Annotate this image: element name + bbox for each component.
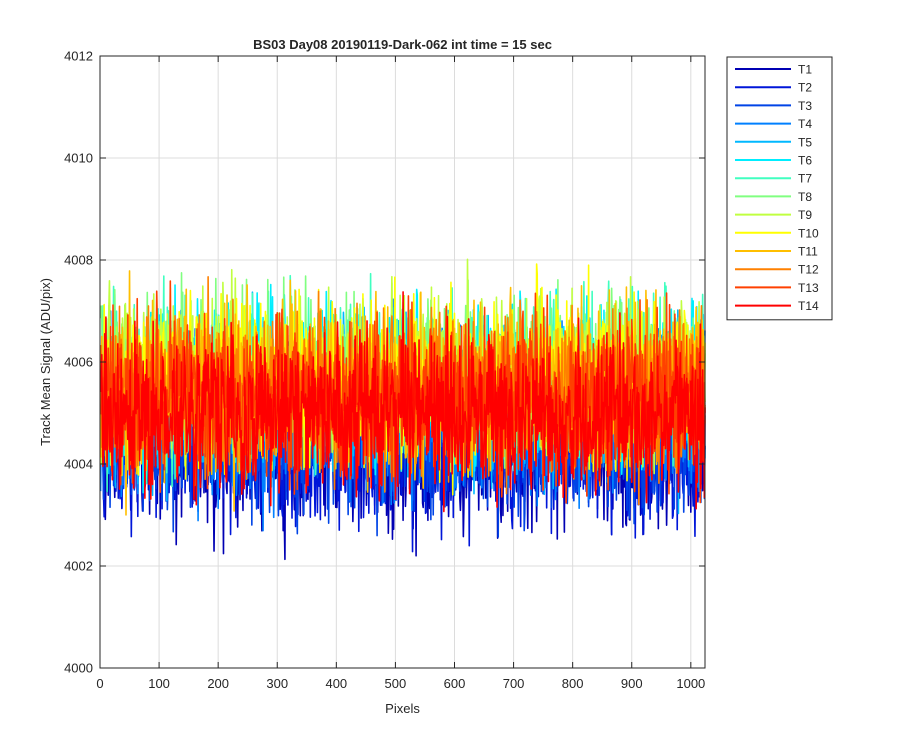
legend-box — [726, 56, 833, 321]
y-tick-label: 4000 — [64, 661, 93, 676]
legend-label-t5: T5 — [798, 135, 812, 149]
x-tick-label: 500 — [385, 676, 407, 691]
y-tick-label: 4002 — [64, 559, 93, 574]
series-line-t14 — [99, 291, 706, 513]
legend-label-t6: T6 — [798, 154, 812, 168]
x-tick-label: 400 — [325, 676, 347, 691]
x-tick-label: 800 — [562, 676, 584, 691]
x-tick-label: 300 — [266, 676, 288, 691]
y-axis-label: Track Mean Signal (ADU/pix) — [38, 278, 53, 446]
x-tick-label: 600 — [444, 676, 466, 691]
legend-label-t12: T12 — [798, 263, 819, 277]
legend-label-t13: T13 — [798, 281, 819, 295]
y-tick-label: 4008 — [64, 253, 93, 268]
axis-ticks: 0 100 200 300 400 500 600 700 800 900 1000 4000 4002… — [64, 49, 705, 692]
x-tick-label: 100 — [148, 676, 170, 691]
legend-label-t9: T9 — [798, 208, 812, 222]
y-tick-label: 4006 — [64, 355, 93, 370]
legend-label-t3: T3 — [798, 99, 812, 113]
series-group — [99, 258, 706, 561]
x-tick-label: 1000 — [676, 676, 705, 691]
y-tick-label: 4010 — [64, 151, 93, 166]
chart-title: BS03 Day08 20190119-Dark-062 int time = … — [253, 37, 552, 52]
legend-label-t8: T8 — [798, 190, 812, 204]
legend-label-t14: T14 — [798, 299, 819, 313]
x-tick-label: 900 — [621, 676, 643, 691]
y-tick-label: 4012 — [64, 49, 93, 64]
legend-label-t7: T7 — [798, 172, 812, 186]
x-tick-label: 200 — [207, 676, 229, 691]
x-tick-label: 0 — [96, 676, 103, 691]
x-axis-label: Pixels — [385, 701, 420, 716]
x-tick-label: 700 — [503, 676, 525, 691]
legend-label-t11: T11 — [798, 245, 818, 259]
legend: T1 T2 T3 T4 T5 T6 T7 T8 T9 T10 T11 T12 T13 T14 — [726, 56, 833, 321]
legend-label-t2: T2 — [798, 81, 812, 95]
legend-label-t10: T10 — [798, 226, 819, 240]
plot-area: 0 100 200 300 400 500 600 700 800 900 1000 4000 4002… — [64, 49, 706, 692]
y-tick-label: 4004 — [64, 457, 93, 472]
legend-label-t1: T1 — [798, 63, 812, 77]
legend-label-t4: T4 — [798, 117, 812, 131]
